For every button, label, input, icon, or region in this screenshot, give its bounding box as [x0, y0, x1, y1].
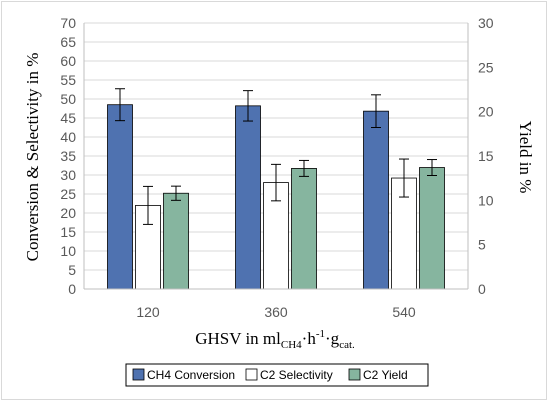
legend-label-ch4-conversion: CH4 Conversion	[147, 368, 235, 382]
y-tick-label: 10	[60, 243, 76, 259]
y-tick-label: 40	[60, 129, 76, 145]
x-tick-label: 540	[392, 304, 416, 320]
error-bars	[115, 88, 437, 225]
bar-c2-yield	[419, 167, 445, 290]
x-axis-title-sub1: CH4	[281, 339, 302, 351]
y-tick-label: 30	[60, 167, 76, 183]
bar-ch4-conversion	[363, 110, 389, 290]
y2-axis-title: Yield in %	[516, 121, 535, 194]
x-axis-title-sup: -1	[316, 328, 325, 340]
y-tick-label: 15	[60, 224, 76, 240]
y-tick-label: 65	[60, 34, 76, 50]
legend-label-c2-yield: C2 Yield	[363, 368, 408, 382]
y-tick-label: 70	[60, 15, 76, 31]
y-tick-label: 60	[60, 53, 76, 69]
y-tick-label: 20	[60, 205, 76, 221]
axes	[83, 23, 469, 290]
x-axis-tick-labels: 120 360 540	[136, 304, 416, 320]
bar-ch4-conversion	[107, 104, 133, 290]
bar-c2-yield	[291, 168, 317, 290]
legend: CH4 Conversion C2 Selectivity C2 Yield	[125, 363, 429, 387]
y-tick-label: 25	[60, 186, 76, 202]
bars	[107, 104, 445, 290]
x-axis-title-mid2: ·g	[325, 329, 340, 348]
y-tick-label: 35	[60, 148, 76, 164]
x-axis-title-main: GHSV in ml	[195, 329, 281, 348]
legend-swatch-c2-selectivity	[245, 368, 258, 381]
x-tick-label: 120	[136, 304, 160, 320]
x-axis-title: GHSV in mlCH4·h-1·gcat.	[195, 328, 355, 351]
y-tick-label: 55	[60, 72, 76, 88]
bar-c2-yield	[163, 192, 189, 290]
y-tick-label: 45	[60, 110, 76, 126]
legend-label-c2-selectivity: C2 Selectivity	[260, 368, 333, 382]
y2-tick-label: 10	[478, 192, 494, 208]
x-axis-title-sub2: cat.	[339, 339, 355, 351]
bar-ch4-conversion	[235, 105, 261, 290]
y-tick-label: 0	[68, 281, 76, 297]
y-tick-label: 50	[60, 91, 76, 107]
y2-tick-label: 0	[478, 281, 486, 297]
y-tick-label: 5	[68, 262, 76, 278]
x-axis-title-mid: ·h	[302, 329, 317, 348]
y2-tick-label: 15	[478, 148, 494, 164]
y-axis-title: Conversion & Selectivity in %	[23, 53, 42, 262]
y2-tick-label: 20	[478, 104, 494, 120]
legend-swatch-c2-yield	[348, 368, 361, 381]
y2-tick-label: 25	[478, 59, 494, 75]
y2-tick-label: 5	[478, 237, 486, 253]
y2-axis-tick-labels: 0 5 10 15 20 25 30	[478, 15, 494, 297]
y2-tick-label: 30	[478, 15, 494, 31]
legend-swatch-ch4-conversion	[132, 368, 145, 381]
y-axis-tick-labels: 0 5 10 15 20 25 30 35 40 45 50 55 60 65 70	[60, 15, 76, 297]
x-tick-label: 360	[264, 304, 288, 320]
